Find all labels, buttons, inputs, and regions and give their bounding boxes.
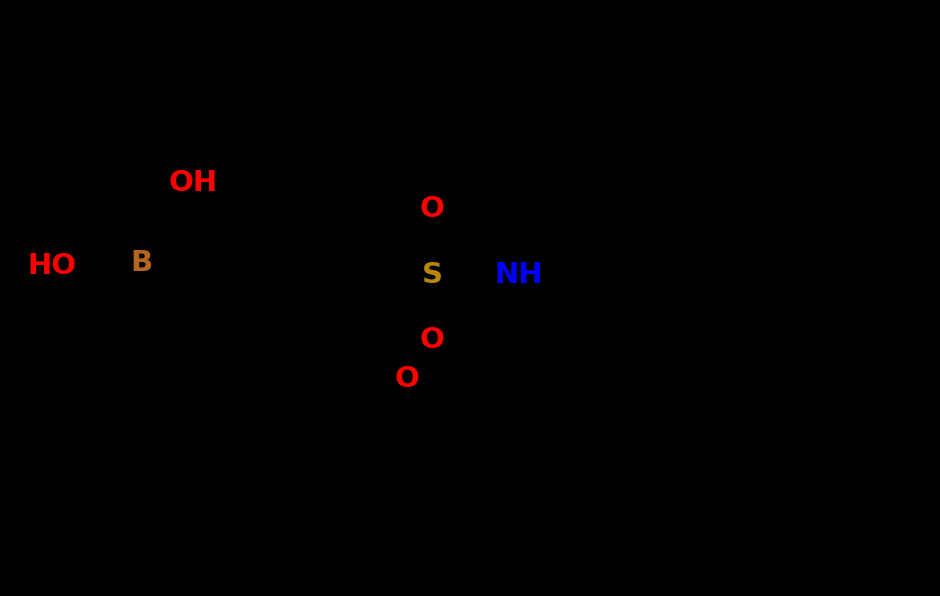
Text: O: O	[419, 195, 445, 224]
Text: S: S	[421, 261, 443, 289]
Text: NH: NH	[494, 261, 542, 289]
Text: O: O	[419, 327, 445, 355]
Text: OH: OH	[168, 169, 218, 197]
Text: HO: HO	[27, 252, 77, 280]
Text: B: B	[131, 249, 152, 277]
Text: O: O	[394, 365, 419, 393]
